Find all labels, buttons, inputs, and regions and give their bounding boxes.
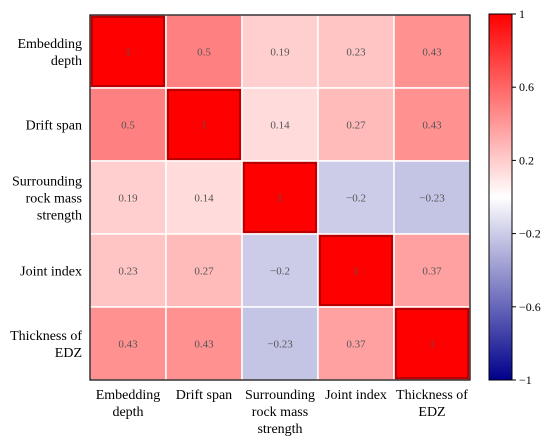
colorbar-ticks: 1 0.6 0.2 −0.2 −0.6 −1	[512, 7, 541, 387]
heatmap-cell	[165, 14, 243, 89]
heatmap-cell	[165, 87, 243, 162]
cell-value-label: 0.23	[346, 47, 366, 59]
cell-value-label: 0.19	[270, 47, 290, 59]
heatmap-cell	[165, 160, 243, 235]
heatmap-cell	[89, 14, 167, 89]
y-axis-tick-labels: Embedding depth Drift span Surrounding rock …	[10, 37, 82, 361]
diagonal-cell-border	[167, 89, 241, 160]
cell-value-label: 0.37	[346, 339, 366, 351]
cell-value-label: 0.19	[118, 193, 138, 205]
cell-value-label: 0.5	[197, 47, 211, 59]
cell-value-label: 1	[429, 339, 435, 351]
plot-frame	[89, 14, 471, 381]
cell-value-label: −0.2	[270, 266, 290, 278]
colorbar-gradient	[488, 13, 513, 381]
cell-value-label: 1	[277, 193, 283, 205]
cell-value-label: 0.23	[118, 266, 138, 278]
x-tick-label: Drift span	[176, 388, 232, 403]
diagonal-cell-border	[91, 16, 165, 87]
colorbar-tick-label: 0.6	[519, 80, 534, 94]
heatmap-cell	[317, 160, 395, 235]
cell-value-label: 0.27	[194, 266, 214, 278]
cell-value-label: 0.43	[194, 339, 214, 351]
y-tick-label: Joint index	[20, 265, 82, 280]
y-tick-label: Embedding depth	[17, 37, 82, 69]
cell-value-label: 1	[201, 120, 207, 132]
cell-value-label: 0.5	[121, 120, 135, 132]
cell-value-label: 0.27	[346, 120, 366, 132]
cell-value-label: 0.14	[194, 193, 214, 205]
cell-value-label: 0.43	[422, 120, 442, 132]
x-tick-label: Thickness of EDZ	[396, 388, 468, 420]
colorbar: 1 0.6 0.2 −0.2 −0.6 −1	[488, 7, 541, 387]
heatmap-cell	[241, 233, 319, 308]
y-tick-label: Drift span	[26, 119, 82, 134]
diagonal-cell-border	[395, 308, 469, 379]
heatmap-cell	[317, 14, 395, 89]
diagonal-cell-border	[243, 162, 317, 233]
colorbar-tick-label: −0.6	[519, 300, 541, 314]
heatmap-cell-labels: 1 0.5 0.19 0.23 0.43 0.5 1 0.14 0.27 0.43 0.19 0.14…	[118, 47, 445, 351]
cell-value-label: 0.43	[422, 47, 442, 59]
y-tick-label: Surrounding rock mass strength	[12, 175, 82, 224]
cell-value-label: −0.23	[419, 193, 445, 205]
x-tick-label: Joint index	[325, 388, 387, 403]
x-tick-label: Embedding depth	[96, 388, 161, 420]
cell-value-label: 0.43	[118, 339, 138, 351]
cell-value-label: −0.23	[267, 339, 293, 351]
y-tick-label: Thickness of EDZ	[10, 329, 82, 361]
colorbar-tick-label: −0.2	[519, 227, 541, 241]
heatmap-cell	[241, 306, 319, 381]
heatmap-cells	[89, 14, 471, 381]
heatmap-cell	[393, 306, 471, 381]
colorbar-tick-label: 0.2	[519, 153, 534, 167]
colorbar-tick-label: 1	[519, 7, 525, 21]
cell-value-label: 1	[353, 266, 359, 278]
cell-value-label: −0.2	[346, 193, 366, 205]
cell-value-label: 1	[125, 47, 131, 59]
cell-value-label: 0.14	[270, 120, 290, 132]
heatmap-cell	[317, 233, 395, 308]
x-tick-label: Surrounding rock mass strength	[245, 388, 315, 437]
diagonal-cell-border	[319, 235, 393, 306]
cell-value-label: 0.37	[422, 266, 442, 278]
x-axis-tick-labels: Embedding depth Drift span Surrounding rock …	[96, 388, 469, 437]
colorbar-tick-label: −1	[519, 373, 532, 387]
